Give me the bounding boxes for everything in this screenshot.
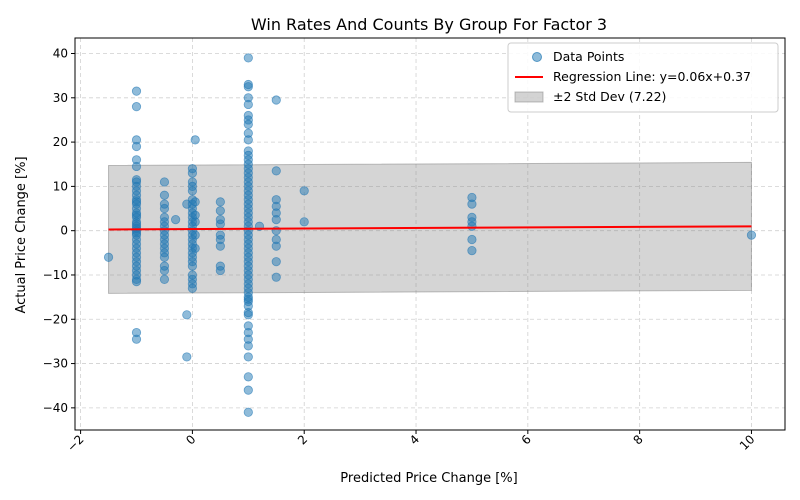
data-point xyxy=(187,186,198,196)
data-point xyxy=(243,135,253,145)
data-point xyxy=(187,283,198,293)
data-point xyxy=(182,310,192,320)
data-point xyxy=(190,135,200,145)
y-tick-label: 0 xyxy=(60,224,68,238)
data-point xyxy=(182,352,192,362)
legend-label-data-points: Data Points xyxy=(553,49,624,64)
data-point xyxy=(271,95,281,105)
legend-marker-band xyxy=(514,91,544,103)
data-point xyxy=(131,161,142,172)
data-point xyxy=(131,141,142,152)
data-point xyxy=(159,190,170,200)
data-point xyxy=(243,53,253,63)
data-point xyxy=(299,217,309,227)
data-point xyxy=(243,82,253,92)
regression-line xyxy=(108,225,752,231)
data-point xyxy=(746,230,757,240)
legend-box xyxy=(507,42,779,113)
data-point xyxy=(187,261,198,271)
data-point xyxy=(271,166,281,176)
data-point xyxy=(103,252,114,262)
y-tick-label: 10 xyxy=(53,179,68,193)
data-point xyxy=(171,215,181,225)
data-point xyxy=(467,246,477,256)
data-point xyxy=(159,252,170,262)
data-point xyxy=(131,277,142,287)
data-point xyxy=(271,257,281,267)
data-point xyxy=(131,102,142,112)
y-tick-label: 30 xyxy=(53,91,68,105)
data-point xyxy=(159,274,170,285)
data-point xyxy=(215,197,225,207)
y-tick-label: −30 xyxy=(43,357,68,371)
data-point xyxy=(159,203,170,214)
y-axis-ticks: −40 −30 −20 −10 0 10 20 30 40 xyxy=(43,47,75,415)
legend-label-band: ±2 Std Dev (7.22) xyxy=(553,89,666,104)
y-tick-label: −10 xyxy=(43,268,68,282)
data-point xyxy=(243,407,253,417)
data-point xyxy=(243,99,253,110)
data-point xyxy=(159,265,170,276)
x-axis-label: Predicted Price Change [%] xyxy=(340,471,517,486)
data-point xyxy=(243,119,253,129)
regression-line-path xyxy=(108,225,752,231)
data-point xyxy=(159,177,170,187)
y-tick-label: −40 xyxy=(43,401,68,415)
data-point xyxy=(467,199,477,209)
data-point xyxy=(187,168,198,178)
data-point xyxy=(243,341,253,351)
data-points xyxy=(103,53,757,417)
data-point xyxy=(243,385,253,395)
data-point xyxy=(190,217,200,227)
data-point xyxy=(190,230,200,240)
data-point xyxy=(271,272,281,282)
data-point xyxy=(215,265,225,276)
data-point xyxy=(215,206,225,216)
y-tick-label: −20 xyxy=(43,312,68,326)
axes-frame xyxy=(74,37,786,431)
plot-frame xyxy=(74,37,786,431)
data-point xyxy=(190,243,200,253)
data-point xyxy=(190,197,200,207)
y-tick-label: 20 xyxy=(53,135,68,149)
data-point xyxy=(243,372,253,382)
legend-marker-data-points xyxy=(532,52,542,62)
chart-title: Win Rates And Counts By Group For Factor… xyxy=(251,15,607,34)
data-point xyxy=(467,234,477,245)
legend: Data Points Regression Line: y=0.06x+0.3… xyxy=(507,42,779,113)
data-point xyxy=(271,215,281,225)
data-point xyxy=(243,352,253,362)
legend-label-regression: Regression Line: y=0.06x+0.37 xyxy=(553,69,751,84)
data-point xyxy=(271,241,281,251)
y-tick-label: 40 xyxy=(53,47,68,61)
data-point xyxy=(243,310,253,320)
y-axis-label: Actual Price Change [%] xyxy=(14,156,29,313)
data-point xyxy=(131,334,142,344)
data-point xyxy=(299,186,309,196)
data-point xyxy=(467,221,477,231)
data-point xyxy=(215,219,225,229)
data-point xyxy=(215,241,225,251)
data-point xyxy=(131,86,142,96)
